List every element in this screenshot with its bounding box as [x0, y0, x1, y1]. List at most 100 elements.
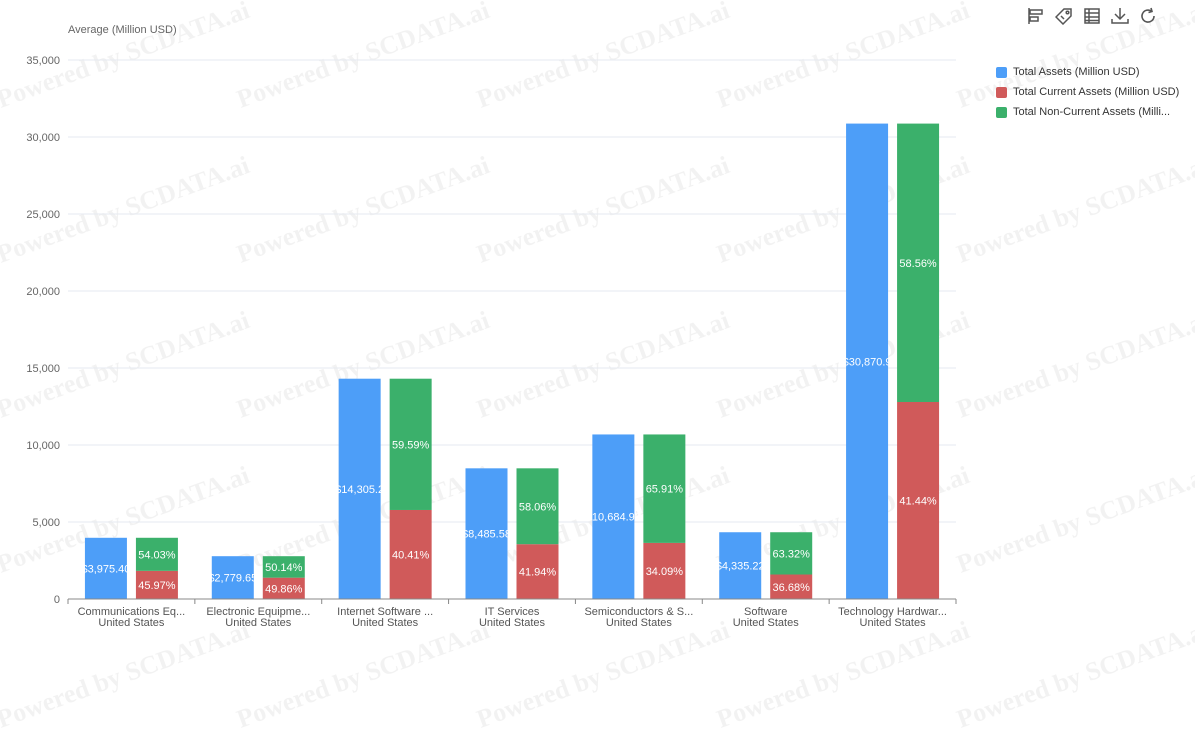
bar-noncurrent-assets	[897, 123, 940, 402]
chart-toolbar	[1025, 6, 1159, 26]
watermark-text: Powered by SCDATA.ai	[472, 615, 734, 734]
watermark-text: Powered by SCDATA.ai	[0, 150, 254, 269]
legend-label: Total Assets (Million USD)	[1013, 66, 1140, 78]
y-tick-label: 20,000	[26, 286, 60, 298]
y-tick-label: 10,000	[26, 440, 60, 452]
data-label-current-pct: 40.41%	[392, 549, 430, 561]
watermark-text: Powered by SCDATA.ai	[712, 460, 974, 579]
bar-noncurrent-assets	[770, 532, 813, 575]
y-axis-title: Average (Million USD)	[68, 24, 177, 36]
chart-legend: Total Assets (Million USD) Total Current…	[996, 62, 1179, 122]
y-tick-label: 15,000	[26, 363, 60, 375]
watermark-text: Powered by SCDATA.ai	[232, 150, 494, 269]
data-label-total-assets: $14,305.2	[335, 484, 384, 496]
legend-swatch	[996, 66, 1007, 78]
bar-current-assets	[643, 542, 686, 599]
y-tick-label: 30,000	[26, 132, 60, 144]
watermark-text: Powered by SCDATA.ai	[0, 615, 254, 734]
watermark-text: Powered by SCDATA.ai	[712, 150, 974, 269]
bar-total-assets	[719, 532, 762, 599]
legend-item-noncurrent-assets[interactable]: Total Non-Current Assets (Milli...	[996, 102, 1179, 122]
tag-icon[interactable]	[1053, 6, 1075, 26]
bar-total-assets	[84, 537, 127, 599]
x-category-sublabel: United States	[225, 617, 292, 629]
watermark-text: Powered by SCDATA.ai	[472, 0, 734, 114]
watermark-text: Powered by SCDATA.ai	[712, 0, 974, 114]
watermark-text: Powered by SCDATA.ai	[712, 615, 974, 734]
x-category-label: Electronic Equipme...	[206, 606, 310, 618]
x-category-label: Technology Hardwar...	[838, 606, 947, 618]
x-category-label: Internet Software ...	[337, 606, 433, 618]
watermark-text: Powered by SCDATA.ai	[232, 615, 494, 734]
bar-total-assets	[592, 434, 635, 599]
legend-swatch	[996, 86, 1007, 98]
bar-noncurrent-assets	[643, 434, 686, 543]
data-label-total-assets: $30,870.9	[843, 356, 892, 368]
x-category-label: Semiconductors & S...	[584, 606, 693, 618]
y-tick-label: 5,000	[32, 517, 60, 529]
bar-total-assets	[846, 123, 889, 600]
bar-current-assets	[389, 509, 432, 599]
bar-current-assets	[135, 570, 178, 599]
bar-current-assets	[262, 577, 305, 599]
y-tick-label: 25,000	[26, 209, 60, 221]
x-category-label: Communications Eq...	[78, 606, 186, 618]
data-label-total-assets: $10,684.96	[586, 512, 641, 524]
data-label-noncurrent-pct: 50.14%	[265, 562, 303, 574]
watermark-text: Powered by SCDATA.ai	[952, 615, 1195, 734]
watermark-text: Powered by SCDATA.ai	[0, 460, 254, 579]
x-category-label: IT Services	[485, 606, 540, 618]
x-category-sublabel: United States	[479, 617, 546, 629]
data-label-current-pct: 41.94%	[519, 567, 557, 579]
data-label-total-assets: $4,335.22	[716, 561, 765, 573]
x-category-sublabel: United States	[352, 617, 419, 629]
refresh-icon[interactable]	[1137, 6, 1159, 26]
data-label-current-pct: 45.97%	[138, 580, 176, 592]
watermark-text: Powered by SCDATA.ai	[472, 305, 734, 424]
data-label-noncurrent-pct: 54.03%	[138, 549, 176, 561]
bar-chart-icon[interactable]	[1025, 6, 1047, 26]
x-category-sublabel: United States	[860, 617, 927, 629]
watermark-text: Powered by SCDATA.ai	[232, 460, 494, 579]
bar-current-assets	[516, 544, 559, 599]
data-label-noncurrent-pct: 63.32%	[773, 548, 811, 560]
bar-total-assets	[465, 468, 508, 599]
x-category-label: Software	[744, 606, 787, 618]
bar-noncurrent-assets	[135, 537, 178, 571]
bar-noncurrent-assets	[262, 556, 305, 578]
watermark-text: Powered by SCDATA.ai	[952, 460, 1195, 579]
data-label-current-pct: 36.68%	[773, 582, 811, 594]
legend-item-total-assets[interactable]: Total Assets (Million USD)	[996, 62, 1179, 82]
watermark-text: Powered by SCDATA.ai	[472, 150, 734, 269]
y-tick-label: 35,000	[26, 55, 60, 67]
legend-item-current-assets[interactable]: Total Current Assets (Million USD)	[996, 82, 1179, 102]
bar-total-assets	[338, 378, 381, 599]
y-tick-label: 0	[54, 594, 60, 606]
watermark-text: Powered by SCDATA.ai	[712, 305, 974, 424]
bar-current-assets	[770, 574, 813, 599]
data-label-noncurrent-pct: 58.56%	[899, 258, 937, 270]
watermark-text: Powered by SCDATA.ai	[0, 0, 254, 114]
table-icon[interactable]	[1081, 6, 1103, 26]
watermark-text: Powered by SCDATA.ai	[952, 150, 1195, 269]
watermark-text: Powered by SCDATA.ai	[232, 305, 494, 424]
data-label-total-assets: $2,779.65	[208, 573, 257, 585]
watermark-text: Powered by SCDATA.ai	[952, 305, 1195, 424]
data-label-current-pct: 49.86%	[265, 583, 303, 595]
x-category-sublabel: United States	[733, 617, 800, 629]
data-label-total-assets: $8,485.58	[462, 529, 511, 541]
download-icon[interactable]	[1109, 6, 1131, 26]
data-label-total-assets: $3,975.40	[81, 563, 130, 575]
data-label-current-pct: 41.44%	[899, 495, 937, 507]
bar-total-assets	[211, 556, 254, 599]
data-label-noncurrent-pct: 65.91%	[646, 484, 684, 496]
x-category-sublabel: United States	[98, 617, 165, 629]
watermark-text: Powered by SCDATA.ai	[472, 460, 734, 579]
legend-label: Total Current Assets (Million USD)	[1013, 86, 1180, 98]
bar-current-assets	[897, 401, 940, 599]
watermark-text: Powered by SCDATA.ai	[232, 0, 494, 114]
data-label-noncurrent-pct: 59.59%	[392, 439, 430, 451]
legend-swatch	[996, 106, 1007, 118]
watermark-text: Powered by SCDATA.ai	[0, 305, 254, 424]
bar-noncurrent-assets	[389, 378, 432, 510]
